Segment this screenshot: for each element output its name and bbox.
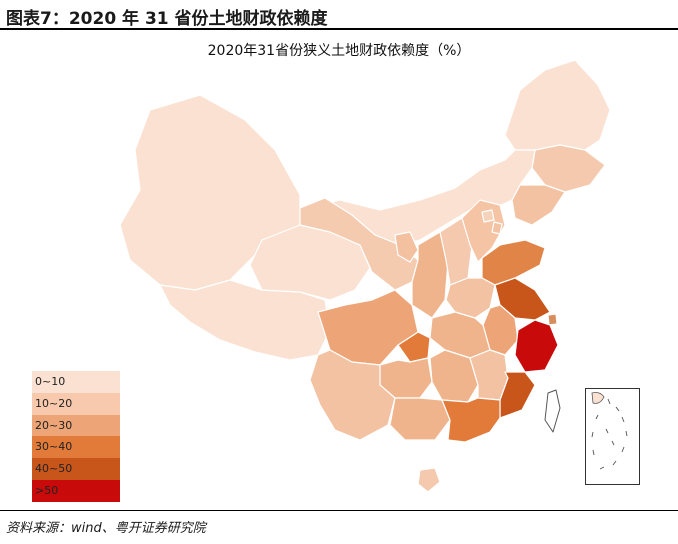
region-hubei	[429, 311, 491, 359]
legend-item: 20~30	[32, 414, 120, 437]
region-taiwan	[544, 389, 561, 433]
region-zhejiang	[514, 319, 559, 373]
legend-item: 30~40	[32, 436, 120, 459]
region-heilongjiang	[504, 59, 611, 151]
region-guangxi	[389, 397, 451, 441]
legend-label: 40~50	[35, 462, 73, 476]
source-note: 资料来源：wind、粤开证券研究院	[6, 521, 206, 536]
source-rule	[0, 510, 678, 511]
region-ningxia	[394, 231, 419, 263]
legend-item: >50	[32, 479, 120, 502]
legend-label: 30~40	[35, 440, 73, 454]
region-shanghai	[547, 313, 558, 326]
region-liaoning	[511, 184, 566, 226]
map-title: 2020年31省份狭义土地财政依赖度（%）	[207, 43, 471, 59]
figure-title: 图表7：2020 年 31 省份土地财政依赖度	[6, 9, 328, 29]
legend: 0~10 10~20 20~30 30~40 40~50 >50	[32, 371, 120, 502]
legend-label: 0~10	[35, 375, 66, 388]
legend-item: 0~10	[32, 371, 120, 393]
legend-label: >50	[35, 483, 59, 497]
legend-label: 20~30	[35, 418, 73, 432]
region-hunan	[429, 349, 479, 403]
region-guangdong	[441, 397, 501, 443]
legend-label: 10~20	[35, 396, 73, 410]
legend-item: 10~20	[32, 392, 120, 415]
region-tibet	[159, 279, 331, 361]
region-fujian	[499, 371, 536, 419]
region-hebei	[461, 199, 506, 263]
region-hainan	[417, 467, 441, 493]
south-china-sea-inset	[585, 388, 640, 485]
region-tianjin	[491, 221, 503, 235]
title-rule	[0, 28, 678, 30]
inset-map	[591, 392, 628, 470]
region-beijing	[481, 209, 495, 223]
region-yunnan	[309, 349, 396, 441]
region-jilin	[531, 144, 606, 193]
legend-item: 40~50	[32, 458, 120, 480]
